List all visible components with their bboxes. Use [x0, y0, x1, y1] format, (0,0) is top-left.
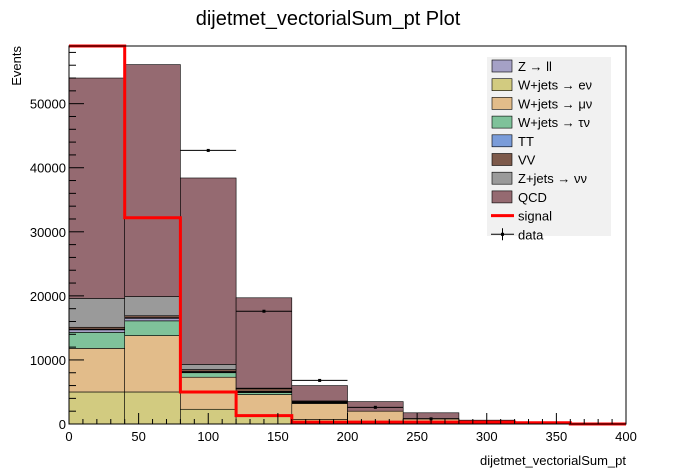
bar-qcd-bin-2 — [180, 177, 237, 365]
series-z-jets — [68, 296, 348, 402]
bar-vv-bin-3 — [235, 388, 293, 392]
legend-swatch — [491, 171, 513, 185]
bar-z-jets-bin-1 — [124, 296, 181, 317]
legend-marker — [501, 232, 504, 236]
bar-w-jets-bin-1 — [124, 320, 181, 336]
x-tick-label: 100 — [197, 429, 219, 444]
legend-entry-qcd: QCD — [491, 190, 547, 205]
legend-entry-w-jets-e: W+jets → eν — [491, 78, 592, 93]
bar-w-jets-bin-0 — [68, 332, 126, 349]
legend-label: W+jets → τν — [518, 115, 590, 130]
legend-entry-data: data — [491, 227, 544, 242]
x-tick-label: 300 — [476, 429, 498, 444]
legend-entry-w-jets: W+jets → μν — [491, 96, 592, 111]
data-points — [180, 148, 459, 421]
x-axis-label: dijetmet_vectorialSum_pt — [480, 453, 626, 468]
x-tick-label: 250 — [406, 429, 428, 444]
legend-label: TT — [518, 134, 534, 149]
bar-qcd-bin-0 — [68, 77, 126, 299]
legend-label: QCD — [518, 190, 547, 205]
legend-label: Z+jets → νν — [518, 171, 587, 186]
data-point — [206, 148, 210, 152]
y-tick-label: 40000 — [30, 161, 66, 176]
legend-label: VV — [518, 153, 536, 168]
legend-swatch — [491, 190, 513, 204]
data-point — [373, 405, 377, 409]
bar-qcd-bin-1 — [124, 64, 181, 297]
bar-w-jets-bin-0 — [68, 348, 126, 393]
y-tick-label: 20000 — [30, 289, 66, 304]
y-tick-label: 10000 — [30, 353, 66, 368]
data-point — [429, 417, 433, 421]
y-tick-label: 30000 — [30, 225, 66, 240]
legend-entry-tt: TT — [491, 134, 534, 149]
bar-w-jets-bin-3 — [235, 394, 293, 417]
legend: Z → ll W+jets → eν W+jets → μν W+jets → τν T… — [487, 57, 611, 242]
x-tick-label: 200 — [337, 429, 359, 444]
x-tick-label: 50 — [131, 429, 145, 444]
legend-entry-vv: VV — [491, 153, 536, 168]
bar-w-jets-e-bin-1 — [124, 391, 181, 425]
legend-label: signal — [518, 209, 552, 224]
bar-qcd-bin-3 — [235, 297, 293, 389]
data-point — [318, 378, 322, 382]
legend-swatch — [491, 59, 513, 73]
bar-z-jets-bin-0 — [68, 298, 126, 328]
legend-label: W+jets → μν — [518, 96, 592, 111]
legend-swatch — [491, 115, 513, 129]
legend-entry-signal: signal — [491, 209, 552, 224]
x-tick-label: 400 — [615, 429, 637, 444]
bar-w-jets-e-bin-0 — [68, 391, 126, 425]
legend-swatch — [491, 97, 513, 110]
bar-z-jets-bin-2 — [180, 364, 237, 370]
chart-title: dijetmet_vectorialSum_pt Plot — [196, 8, 461, 30]
x-tick-label: 0 — [65, 429, 72, 444]
bar-w-jets-bin-2 — [180, 372, 237, 378]
legend-swatch — [491, 134, 513, 148]
y-axis-label: Events — [9, 46, 24, 86]
legend-entry-z-ll: Z → ll — [491, 59, 552, 74]
bar-z-ll-bin-0 — [68, 329, 126, 333]
legend-swatch — [491, 153, 513, 166]
bar-w-jets-bin-4 — [291, 403, 348, 420]
legend-label: Z → ll — [518, 59, 552, 74]
bar-z-ll-bin-1 — [124, 317, 181, 322]
legend-swatch — [491, 78, 513, 91]
legend-entry-z-jets: Z+jets → νν — [491, 171, 587, 186]
x-tick-label: 350 — [546, 429, 568, 444]
legend-label: data — [518, 227, 544, 242]
y-tick-label: 0 — [59, 417, 66, 432]
y-tick-label: 50000 — [30, 97, 66, 112]
data-point — [262, 309, 266, 313]
bar-qcd-bin-4 — [291, 385, 348, 402]
bar-w-jets-bin-1 — [124, 335, 181, 393]
axes: 0 50 100 150 200 250 300 350 400 0 10000 20000 30000… — [30, 51, 637, 444]
stacked-histogram — [68, 64, 571, 425]
legend-label: W+jets → eν — [518, 78, 592, 93]
series-qcd — [68, 64, 571, 425]
legend-entry-w-jets: W+jets → τν — [491, 115, 590, 130]
x-tick-label: 150 — [267, 429, 289, 444]
